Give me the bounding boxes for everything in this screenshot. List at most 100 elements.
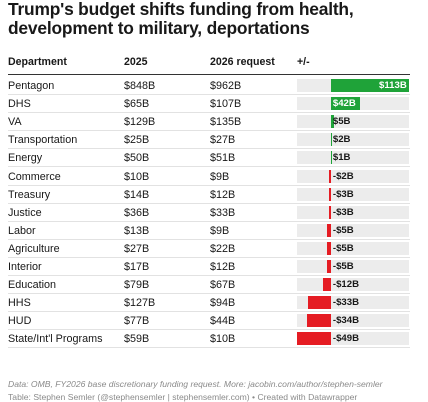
- department-cell: DHS: [8, 98, 31, 111]
- value-2025-cell: $65B: [124, 98, 150, 111]
- header-rule: [8, 74, 410, 75]
- bar-background: [297, 169, 409, 183]
- difference-label: -$34B: [332, 315, 360, 327]
- decrease-bar: [308, 296, 331, 310]
- source-note: Data: OMB, FY2026 base discretionary fun…: [8, 379, 383, 389]
- bar-background: [297, 187, 409, 201]
- department-cell: Pentagon: [8, 80, 55, 92]
- difference-label: -$5B: [332, 261, 354, 272]
- value-2026-cell: $10B: [210, 333, 236, 346]
- value-2025-cell: $79B: [124, 279, 150, 292]
- table-row: Labor $13B $9B -$5B: [8, 222, 410, 240]
- table-row: State/Int'l Programs $59B $10B -$49B: [8, 330, 410, 349]
- row-divider: [8, 329, 410, 331]
- department-cell: Agriculture: [8, 242, 60, 255]
- header-2026-request: 2026 request: [210, 56, 275, 68]
- value-2026-cell: $9B: [210, 170, 230, 183]
- table-row: Interior $17B $12B -$5B: [8, 258, 410, 276]
- difference-label: $1B: [332, 152, 351, 164]
- decrease-bar: [328, 187, 331, 201]
- value-2026-cell: $94B: [210, 297, 236, 310]
- bar-background: [297, 260, 409, 273]
- value-2025-cell: $17B: [124, 261, 150, 273]
- table-row: HUD $77B $44B -$34B: [8, 312, 410, 331]
- value-2025-cell: $50B: [124, 152, 150, 165]
- decrease-bar: [322, 278, 331, 292]
- table-row: Pentagon $848B $962B $113B: [8, 77, 410, 95]
- value-2025-cell: $77B: [124, 315, 150, 328]
- value-2026-cell: $107B: [210, 98, 242, 111]
- row-divider: [8, 238, 410, 240]
- table-row: Education $79B $67B -$12B: [8, 276, 410, 295]
- value-2026-cell: $33B: [210, 206, 236, 219]
- value-2025-cell: $14B: [124, 188, 150, 201]
- bar-background: [297, 241, 409, 255]
- difference-label: -$49B: [332, 333, 360, 345]
- decrease-bar: [327, 260, 331, 273]
- row-divider: [8, 148, 410, 150]
- increase-bar: [330, 115, 335, 129]
- department-cell: State/Int'l Programs: [8, 333, 103, 346]
- value-2025-cell: $10B: [124, 170, 150, 183]
- value-2025-cell: $36B: [124, 206, 150, 219]
- row-divider: [8, 256, 410, 258]
- decrease-bar: [327, 223, 331, 237]
- header-department: Department: [8, 56, 67, 68]
- decrease-bar: [297, 332, 331, 346]
- table-row: VA $129B $135B $5B: [8, 113, 410, 132]
- department-cell: Interior: [8, 261, 42, 273]
- row-divider: [8, 220, 410, 222]
- table-row: Commerce $10B $9B -$2B: [8, 168, 410, 186]
- table-row: HHS $127B $94B -$33B: [8, 294, 410, 313]
- table-row: Agriculture $27B $22B -$5B: [8, 240, 410, 258]
- bar-background: [297, 151, 409, 165]
- difference-label: $42B: [332, 98, 356, 110]
- table-row: Energy $50B $51B $1B: [8, 149, 410, 168]
- row-divider: [8, 130, 410, 132]
- value-2025-cell: $13B: [124, 224, 150, 237]
- row-divider: [8, 94, 410, 95]
- value-2026-cell: $44B: [210, 315, 236, 328]
- value-2026-cell: $12B: [210, 188, 236, 201]
- department-cell: HHS: [8, 297, 31, 310]
- value-2026-cell: $962B: [210, 80, 242, 92]
- bar-background: [297, 223, 409, 237]
- value-2026-cell: $67B: [210, 279, 236, 292]
- difference-label: $5B: [332, 116, 351, 128]
- increase-bar: [330, 97, 360, 111]
- department-cell: Treasury: [8, 188, 51, 201]
- value-2025-cell: $27B: [124, 242, 150, 255]
- increase-bar: [330, 151, 333, 165]
- row-divider: [8, 184, 410, 186]
- table-row: Transportation $25B $27B $2B: [8, 131, 410, 150]
- department-cell: Justice: [8, 206, 42, 219]
- difference-label: -$12B: [332, 279, 360, 291]
- department-cell: Education: [8, 279, 57, 292]
- value-2026-cell: $12B: [210, 261, 236, 273]
- difference-label: -$3B: [332, 206, 354, 218]
- department-cell: Commerce: [8, 170, 61, 183]
- table-row: Justice $36B $33B -$3B: [8, 204, 410, 222]
- difference-label: -$5B: [332, 224, 354, 236]
- decrease-bar: [307, 314, 331, 328]
- value-2025-cell: $25B: [124, 134, 150, 147]
- decrease-bar: [329, 169, 331, 183]
- increase-bar: [330, 133, 333, 147]
- bar-background: [297, 205, 409, 219]
- row-divider: [8, 166, 410, 168]
- chart-title: Trump's budget shifts funding from healt…: [8, 0, 354, 38]
- decrease-bar: [327, 241, 331, 255]
- department-cell: HUD: [8, 315, 32, 328]
- bar-background: [297, 133, 409, 147]
- value-2026-cell: $22B: [210, 242, 236, 255]
- decrease-bar: [328, 205, 331, 219]
- row-divider: [8, 202, 410, 204]
- table-row: Treasury $14B $12B -$3B: [8, 186, 410, 204]
- row-divider: [8, 347, 410, 349]
- value-2025-cell: $127B: [124, 297, 156, 310]
- header-2025: 2025: [124, 56, 148, 68]
- difference-label: -$2B: [332, 170, 354, 182]
- difference-label: -$5B: [332, 242, 354, 254]
- row-divider: [8, 311, 410, 313]
- difference-label: -$3B: [332, 188, 354, 200]
